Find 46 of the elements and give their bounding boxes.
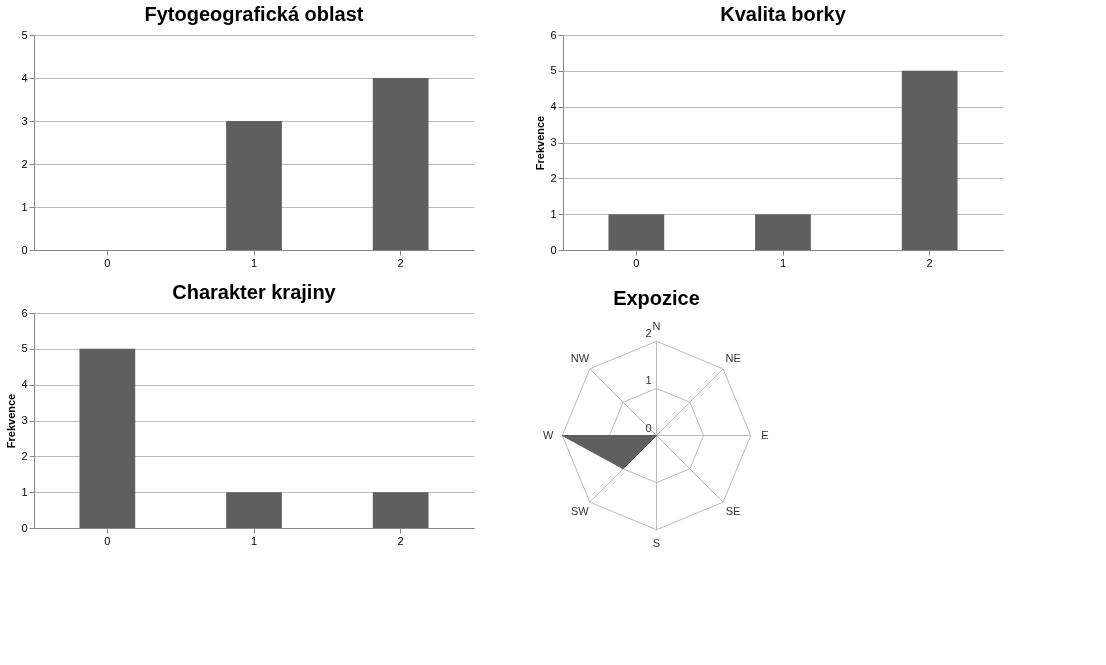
x-tick-label: 0 xyxy=(633,256,640,269)
spoke-label: S xyxy=(652,536,661,549)
spoke-label: NE xyxy=(725,351,741,364)
x-tick-label: 2 xyxy=(397,256,404,269)
y-tick-label: 1 xyxy=(645,374,652,387)
y-tick-label: 3 xyxy=(21,414,28,426)
y-tick-label: 3 xyxy=(550,136,557,148)
y-tick-label: 3 xyxy=(21,114,28,127)
y-tick-label: 0 xyxy=(645,421,652,434)
chart-title: Fytogeografická oblast xyxy=(144,3,364,25)
y-tick-label: 4 xyxy=(21,378,28,391)
y-tick-label: 2 xyxy=(550,171,557,184)
y-tick-label: 0 xyxy=(21,521,28,534)
y-tick-label: 2 xyxy=(21,157,28,170)
y-tick-label: 1 xyxy=(21,485,28,498)
y-tick-label: 2 xyxy=(645,327,652,340)
y-tick-label: 0 xyxy=(550,243,557,256)
y-tick-label: 5 xyxy=(550,64,557,77)
chart-title: Charakter krajiny xyxy=(172,281,337,303)
x-tick-label: 2 xyxy=(926,256,933,269)
y-tick-label: 4 xyxy=(21,71,28,84)
x-tick-label: 1 xyxy=(250,256,258,269)
spoke-label: SW xyxy=(571,505,590,518)
y-tick-label: 1 xyxy=(550,207,557,220)
y-tick-label: 4 xyxy=(550,100,557,113)
chart-title: Expozice xyxy=(613,287,700,309)
y-axis-title: Frekvence xyxy=(534,115,547,171)
spoke-label: E xyxy=(761,428,769,441)
y-tick-label: 6 xyxy=(21,306,28,319)
y-tick-label: 0 xyxy=(21,243,28,256)
y-tick-label: 5 xyxy=(21,342,28,355)
y-tick-label: 2 xyxy=(21,449,28,462)
y-tick-label: 6 xyxy=(550,28,557,41)
spoke-label: NW xyxy=(570,351,590,364)
x-tick-label: 2 xyxy=(397,534,404,547)
y-tick-label: 1 xyxy=(21,200,28,213)
chart-title: Kvalita borky xyxy=(720,3,847,25)
x-tick-label: 0 xyxy=(104,534,111,547)
spoke-label: W xyxy=(542,428,554,441)
y-axis-title: Frekvence xyxy=(5,393,18,449)
y-tick-label: 5 xyxy=(21,28,28,41)
x-tick-label: 0 xyxy=(104,256,111,269)
x-tick-label: 1 xyxy=(250,534,258,547)
spoke-label: N xyxy=(652,320,661,333)
x-tick-label: 1 xyxy=(779,256,787,269)
spoke-label: SE xyxy=(725,505,741,518)
